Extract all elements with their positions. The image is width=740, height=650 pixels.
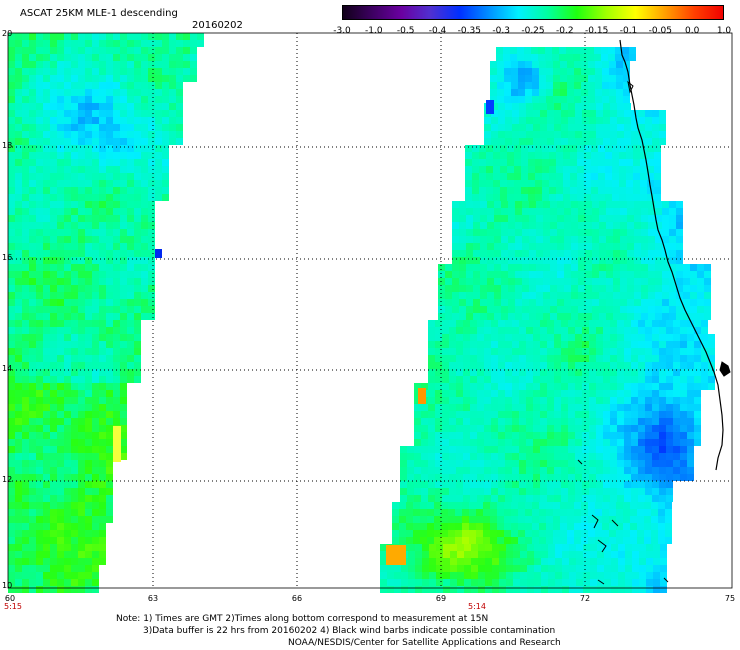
lon-label-63: 63 (147, 594, 159, 603)
map-date: 20160202 (192, 20, 243, 31)
colorbar-label: -0.15 (585, 26, 609, 36)
colorbar-label: -3.0 (333, 26, 351, 36)
colorbar-label: -0.25 (521, 26, 545, 36)
lat-label-16: 16 (2, 253, 13, 262)
time-label-left: 5:15 (4, 602, 22, 611)
colorbar-label: -0.3 (492, 26, 510, 36)
colorbar-label: -1.0 (365, 26, 383, 36)
lon-label-60: 60 (4, 594, 16, 603)
map-title: ASCAT 25KM MLE-1 descending (20, 8, 178, 19)
note-line-1: Note: 1) Times are GMT 2)Times along bot… (116, 614, 489, 624)
lat-label-10: 10 (2, 581, 13, 590)
lat-label-20: 20 (2, 29, 13, 38)
colorbar-label: -0.4 (428, 26, 447, 36)
colorbar-label: 1.0 (716, 26, 732, 36)
data-swaths (8, 33, 715, 593)
lon-label-66: 66 (291, 594, 303, 603)
colorbar-label: -0.35 (457, 26, 481, 36)
lon-label-72: 72 (579, 594, 591, 603)
lat-lon-grid (8, 33, 732, 588)
lat-label-12: 12 (2, 475, 13, 484)
map-frame (7, 32, 733, 589)
colorbar-label: -0.5 (396, 26, 415, 36)
colorbar-label: -0.1 (619, 26, 638, 36)
lon-label-75: 75 (724, 594, 736, 603)
colorbar-label: 0.0 (684, 26, 700, 36)
colorbar-labels: -3.0 -1.0 -0.5 -0.4 -0.35 -0.3 -0.25 -0.2 -0.15-… (0, 26, 740, 40)
lat-label-14: 14 (2, 364, 13, 373)
time-label-right: 5:14 (468, 602, 486, 611)
lon-label-69: 69 (435, 594, 447, 603)
lat-label-18: 18 (2, 141, 13, 150)
note-line-3: NOAA/NESDIS/Center for Satellite Applica… (288, 638, 561, 648)
colorbar (342, 5, 724, 20)
note-line-2: 3)Data buffer is 22 hrs from 20160202 4)… (143, 626, 556, 636)
coastline (577, 39, 731, 585)
colorbar-label: -0.05 (648, 26, 672, 36)
colorbar-label: -0.2 (556, 26, 574, 36)
